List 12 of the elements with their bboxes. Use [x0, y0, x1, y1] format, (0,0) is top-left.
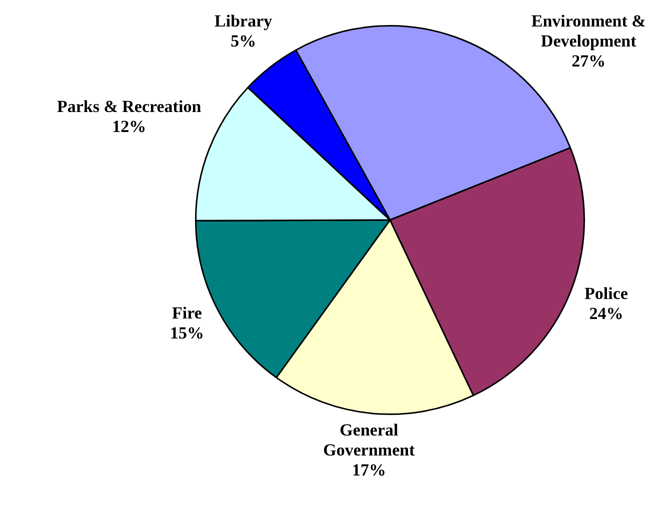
data-label: 24% [589, 304, 624, 324]
slice-label: Library [214, 12, 273, 31]
slice-label: Fire [172, 304, 202, 323]
data-label: 5% [230, 32, 256, 51]
slice-label: Environment & Development [531, 11, 646, 50]
data-label: 27% [572, 51, 606, 70]
data-label: 17% [352, 460, 386, 480]
slice-label: Parks & Recreation [56, 97, 202, 116]
data-label: 12% [112, 117, 146, 136]
slice-label: General Government [323, 420, 416, 460]
slice-label: Police [584, 284, 628, 304]
data-label: 15% [170, 324, 204, 343]
